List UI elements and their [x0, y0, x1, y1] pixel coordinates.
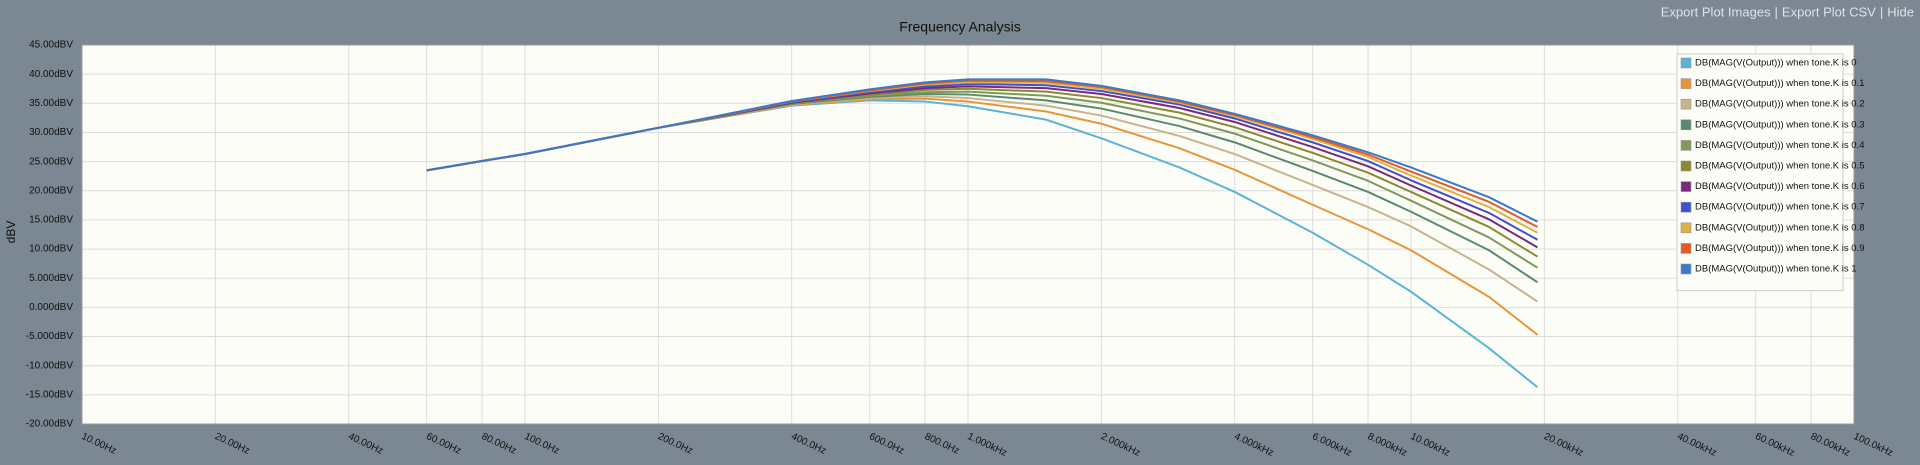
- x-tick-label: 8.000kHz: [1366, 431, 1409, 459]
- legend-swatch: [1680, 119, 1692, 131]
- legend-swatch: [1680, 140, 1692, 151]
- header-link[interactable]: Export Plot Images: [1661, 4, 1771, 19]
- y-tick-label: -15.00dBV: [26, 389, 74, 400]
- x-tick-label: 6.000kHz: [1310, 431, 1353, 459]
- y-tick-label: 20.00dBV: [29, 185, 73, 196]
- y-tick-label: 5.000dBV: [29, 273, 73, 284]
- x-tick-label: 800.0Hz: [923, 431, 961, 457]
- y-tick-label: 30.00dBV: [29, 127, 73, 138]
- legend-swatch: [1680, 243, 1692, 254]
- x-tick-label: 40.00kHz: [1675, 431, 1718, 459]
- x-tick-label: 60.00Hz: [424, 431, 462, 457]
- y-tick-label: 15.00dBV: [29, 215, 73, 226]
- x-tick-label: 100.0kHz: [1852, 431, 1895, 459]
- legend-label: DB(MAG(V(Output))) when tone.K is 0.4: [1695, 140, 1864, 151]
- y-tick-label: -20.00dBV: [26, 419, 74, 430]
- x-tick-label: 600.0Hz: [867, 431, 905, 457]
- y-axis-label: dBV: [4, 221, 18, 244]
- legend-label: DB(MAG(V(Output))) when tone.K is 0.7: [1695, 202, 1864, 213]
- separator: |: [1880, 4, 1883, 19]
- y-tick-label: 0.000dBV: [29, 302, 73, 313]
- legend-swatch: [1680, 263, 1692, 275]
- plot-border: [81, 44, 1855, 425]
- x-tick-label: 10.00Hz: [80, 431, 118, 457]
- legend-label: DB(MAG(V(Output))) when tone.K is 0.6: [1695, 181, 1864, 192]
- separator: |: [1775, 4, 1778, 19]
- x-tick-label: 4.000kHz: [1232, 431, 1275, 459]
- y-tick-label: 40.00dBV: [29, 69, 73, 80]
- series-line: [426, 78, 1538, 223]
- legend-label: DB(MAG(V(Output))) when tone.K is 0.1: [1695, 78, 1864, 89]
- legend-swatch: [1680, 181, 1692, 192]
- y-tick-label: 25.00dBV: [29, 156, 73, 167]
- legend-swatch: [1680, 222, 1692, 234]
- legend-label: DB(MAG(V(Output))) when tone.K is 0.8: [1695, 222, 1864, 233]
- y-tick-label: 45.00dBV: [29, 40, 73, 51]
- y-tick-label: -10.00dBV: [26, 360, 74, 371]
- legend-swatch: [1680, 160, 1692, 172]
- legend-swatch: [1680, 98, 1692, 110]
- header-link[interactable]: Hide: [1887, 4, 1914, 19]
- x-tick-label: 80.00kHz: [1809, 431, 1852, 459]
- header-links: Hide | Export Plot CSV | Export Plot Images: [1661, 4, 1914, 19]
- y-tick-label: -5.000dBV: [26, 331, 74, 342]
- legend-label: DB(MAG(V(Output))) when tone.K is 1: [1695, 264, 1857, 275]
- x-tick-label: 1.000kHz: [966, 431, 1009, 459]
- x-tick-label: 60.00kHz: [1753, 431, 1796, 459]
- legend-label: DB(MAG(V(Output))) when tone.K is 0.5: [1695, 161, 1864, 172]
- x-tick-label: 10.00kHz: [1409, 431, 1452, 459]
- legend-swatch: [1680, 201, 1692, 213]
- header-link[interactable]: Export Plot CSV: [1782, 4, 1876, 19]
- legend-label: DB(MAG(V(Output))) when tone.K is 0.2: [1695, 99, 1864, 110]
- legend-swatch: [1680, 78, 1692, 89]
- x-tick-label: 2.000kHz: [1099, 431, 1142, 459]
- x-tick-label: 20.00kHz: [1542, 431, 1585, 459]
- x-tick-label: 80.00Hz: [480, 431, 518, 457]
- legend-label: DB(MAG(V(Output))) when tone.K is 0.9: [1695, 243, 1864, 254]
- chart-title: Frequency Analysis: [899, 19, 1020, 35]
- legend-label: DB(MAG(V(Output))) when tone.K is 0.3: [1695, 119, 1864, 130]
- legend-label: DB(MAG(V(Output))) when tone.K is 0: [1695, 58, 1857, 69]
- y-tick-label: 35.00dBV: [29, 98, 73, 109]
- x-tick-label: 40.00Hz: [346, 431, 384, 457]
- legend-swatch: [1680, 57, 1692, 69]
- legend-box: [1676, 53, 1844, 292]
- y-tick-label: 10.00dBV: [29, 244, 73, 255]
- x-tick-label: 400.0Hz: [789, 431, 827, 457]
- x-tick-label: 200.0Hz: [656, 431, 694, 457]
- x-tick-label: 20.00Hz: [213, 431, 251, 457]
- x-tick-label: 100.0Hz: [523, 431, 561, 457]
